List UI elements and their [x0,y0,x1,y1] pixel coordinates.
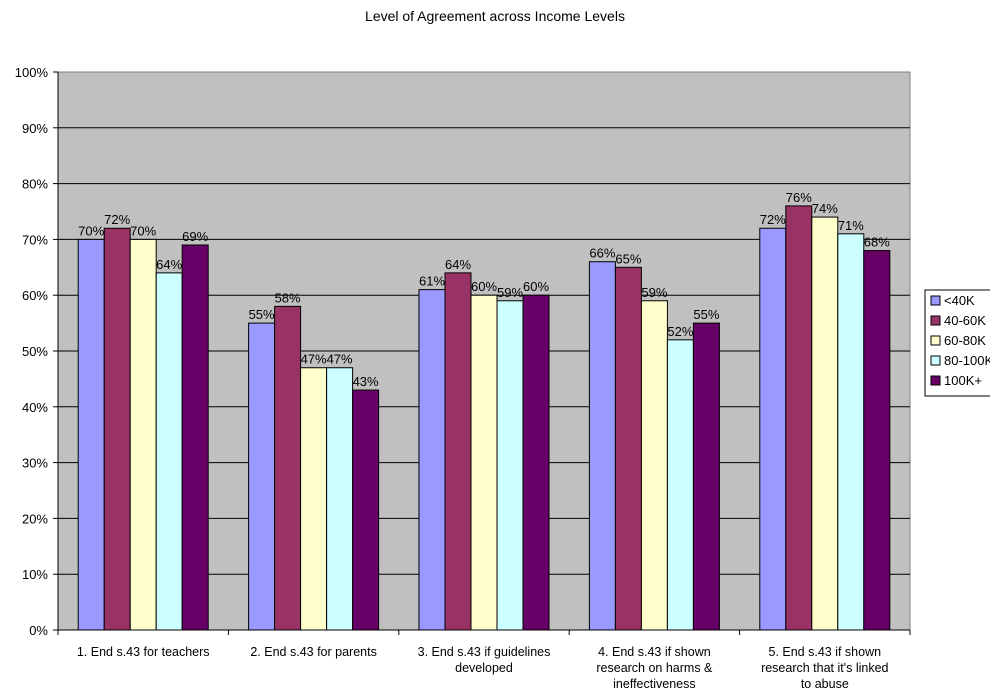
legend-swatch [930,315,941,326]
legend-label: 80-100K [944,353,990,368]
bar [248,322,276,631]
data-label: 64% [156,257,182,272]
bar [614,266,642,631]
data-label: 72% [104,212,130,227]
bar [129,238,157,631]
bar [522,294,550,631]
bar [418,289,446,631]
legend-label: 60-80K [944,333,986,348]
data-label: 47% [327,352,353,367]
legend-swatch [930,355,941,366]
category-label: 5. End s.43 if shown [769,645,882,659]
legend-swatch [930,335,941,346]
data-label: 64% [445,257,471,272]
data-label: 68% [864,235,890,250]
data-label: 70% [130,223,156,238]
bar [785,205,813,631]
bar [837,233,865,631]
bar [326,367,354,631]
category-label: 2. End s.43 for parents [250,645,376,659]
legend-label: 100K+ [944,373,982,388]
bar [470,294,498,631]
y-tick-label: 70% [22,232,48,247]
category-label: to abuse [801,677,849,691]
bar [496,300,524,631]
bar [300,367,328,631]
legend-label: <40K [944,293,975,308]
legend-swatch [930,295,941,306]
data-label: 60% [523,279,549,294]
data-label: 74% [812,201,838,216]
data-label: 70% [78,223,104,238]
category-label: ineffectiveness [613,677,695,691]
bar [863,250,891,631]
data-label: 61% [419,274,445,289]
y-tick-label: 90% [22,121,48,136]
y-tick-label: 40% [22,400,48,415]
y-tick-label: 10% [22,567,48,582]
category-label: research that it's linked [761,661,888,675]
bar [640,300,668,631]
bar [588,261,616,631]
legend-swatch [930,375,941,386]
data-label: 59% [641,285,667,300]
y-tick-label: 80% [22,177,48,192]
data-label: 69% [182,229,208,244]
category-label: developed [455,661,513,675]
data-label: 52% [667,324,693,339]
data-label: 60% [471,279,497,294]
bar [274,305,302,631]
data-label: 59% [497,285,523,300]
legend-label: 40-60K [944,313,986,328]
bar [444,272,472,631]
data-label: 43% [353,374,379,389]
bar [811,216,839,631]
y-tick-label: 100% [15,65,49,80]
bar [759,227,787,631]
bar [181,244,209,631]
bar [103,227,131,631]
data-label: 65% [615,251,641,266]
bar [155,272,183,631]
data-label: 66% [589,246,615,261]
category-label: 1. End s.43 for teachers [77,645,210,659]
chart-title: Level of Agreement across Income Levels [365,8,625,24]
y-tick-label: 50% [22,344,48,359]
data-label: 55% [693,307,719,322]
y-tick-label: 30% [22,456,48,471]
y-tick-label: 60% [22,288,48,303]
category-label: research on harms & [596,661,713,675]
bar [692,322,720,631]
data-label: 76% [786,190,812,205]
data-label: 47% [301,352,327,367]
data-label: 55% [249,307,275,322]
data-label: 71% [838,218,864,233]
bar [666,339,694,631]
category-label: 3. End s.43 if guidelines [418,645,551,659]
bar [352,389,380,631]
data-label: 72% [760,212,786,227]
data-label: 58% [275,290,301,305]
y-tick-label: 20% [22,511,48,526]
y-tick-label: 0% [29,623,48,638]
category-label: 4. End s.43 if shown [598,645,711,659]
bar [77,238,105,631]
